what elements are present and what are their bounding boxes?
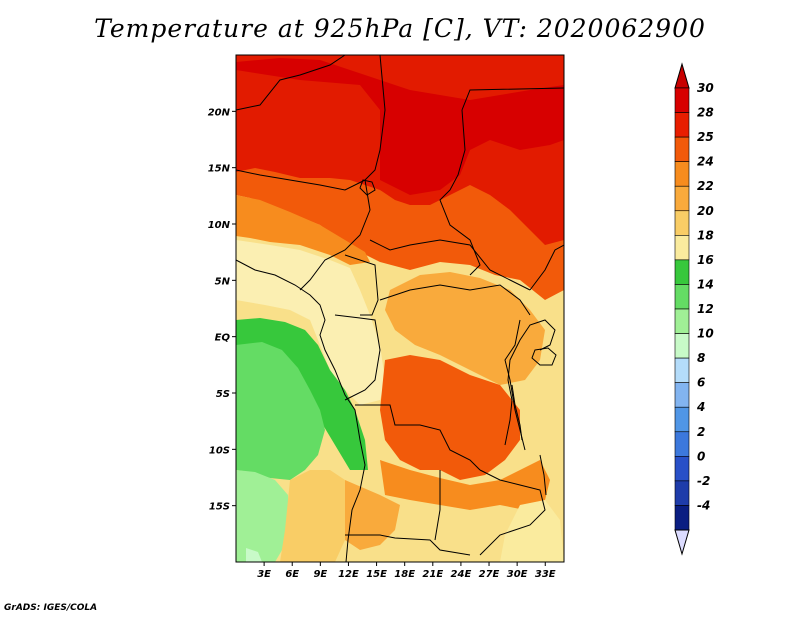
country-borders [236,55,564,562]
colorbar-bin [674,112,690,138]
border-congo [334,314,381,401]
lon-tick-label: 6E [285,569,299,580]
temp-region-25-west [236,195,370,265]
colorbar-bin [674,259,690,285]
lake-victoria [531,347,557,366]
colorbar-label: -4 [697,498,710,512]
colorbar-label: 18 [697,228,714,242]
colorbar-bin [674,382,690,408]
colorbar-bin [674,161,690,187]
border-east [529,244,564,291]
border-drc-east [504,319,526,451]
colorbar-top-triangle [674,62,690,89]
colorbar-bin [674,185,690,212]
lat-tick-label: 15N [208,164,231,175]
colorbar-label: 24 [697,155,714,169]
border-drc-north [379,284,531,316]
colorbar-label: 10 [697,327,714,341]
lon-tick-label: 9E [313,569,327,580]
temperature-field [236,55,564,562]
lat-tick-label: 15S [209,502,230,513]
border-car [369,239,531,291]
colorbar-bin [674,456,690,482]
lat-tick-label: 5S [216,389,230,400]
border-chad-sudan [439,109,481,276]
border-angola-drc [355,404,481,471]
colorbar-label: 2 [697,425,705,439]
border-lakes [504,319,556,446]
lon-tick-label: 27E [479,569,500,580]
colorbar-label: 25 [697,130,714,144]
colorbar-bin [674,235,690,261]
temp-region-22-sw [345,480,400,550]
temp-region-30b [236,58,564,195]
lon-tick-label: 18E [394,569,415,580]
colorbar-label: -2 [697,474,710,488]
lat-tick-label: 20N [208,107,231,118]
lake-tanganyika [511,384,523,441]
colorbar-label: 4 [696,400,705,414]
colorbar-label: 8 [697,351,705,365]
colorbar-label: 22 [697,179,714,193]
credit-label: GrADS: IGES/COLA [4,603,98,613]
colorbar-bin [674,87,690,113]
lat-tick-label: 5N [215,276,231,287]
lake-chad [359,179,376,196]
map-frame [235,54,565,563]
lon-tick-label: 24E [451,569,472,580]
colorbar-bin [674,406,690,433]
lon-tick-label: 12E [338,569,359,580]
temp-region-28-south [380,355,520,480]
temp-region-22-east [385,272,545,385]
lon-tick-label: 3E [257,569,271,580]
border-angola-south [345,534,471,556]
axis-ticks: 20N 15N 10N 5N EQ 5S 10S 15S 3E 6E 9E 12E 15E 18E 21E 2… [208,107,556,580]
colorbar-label: 12 [697,302,714,316]
lake-malawi [539,454,547,496]
temp-region-14-ocean [236,342,325,480]
colorbar-bin [674,284,690,310]
border-niger-chad [364,55,386,181]
colorbar-label: 16 [697,253,714,267]
coastline-west [236,259,366,562]
lat-tick-label: 10S [209,445,230,456]
colorbar-label: 6 [697,376,705,390]
colorbar-bin [674,210,690,236]
border-cameroon [344,254,379,316]
temp-region-12-ocean [236,470,290,562]
colorbar-bin [674,136,690,162]
colorbar-bin [674,308,690,334]
colorbar-label: 0 [697,449,705,463]
border-zambia [434,469,546,556]
colorbar-bin [674,357,690,383]
colorbar-label: 14 [697,277,714,291]
temp-region-25-south [380,460,550,510]
colorbar-bin [674,431,690,457]
colorbar-label: 28 [697,106,714,120]
map-title: Temperature at 925hPa [C], VT: 202006290… [94,14,706,43]
border-egypt-sudan [461,87,564,111]
colorbar-bin [674,333,690,359]
lon-tick-label: 33E [535,569,556,580]
lon-tick-label: 21E [422,569,443,580]
border-north [236,55,346,111]
colorbar-label: 30 [697,81,714,95]
temp-region-20-southwest [280,470,350,562]
lon-tick-label: 15E [366,569,387,580]
temp-region-20-central [236,240,385,405]
temp-region-18-se [500,500,564,562]
colorbar-bin [674,480,690,506]
temp-region-10-ocean [246,548,262,562]
lat-tick-label: 10N [208,220,231,231]
colorbar-bottom-triangle [674,529,690,556]
colorbar-label: 20 [697,204,714,218]
lon-tick-label: 30E [507,569,528,580]
colorbar-bin [674,505,690,531]
lat-tick-label: EQ [215,333,231,344]
